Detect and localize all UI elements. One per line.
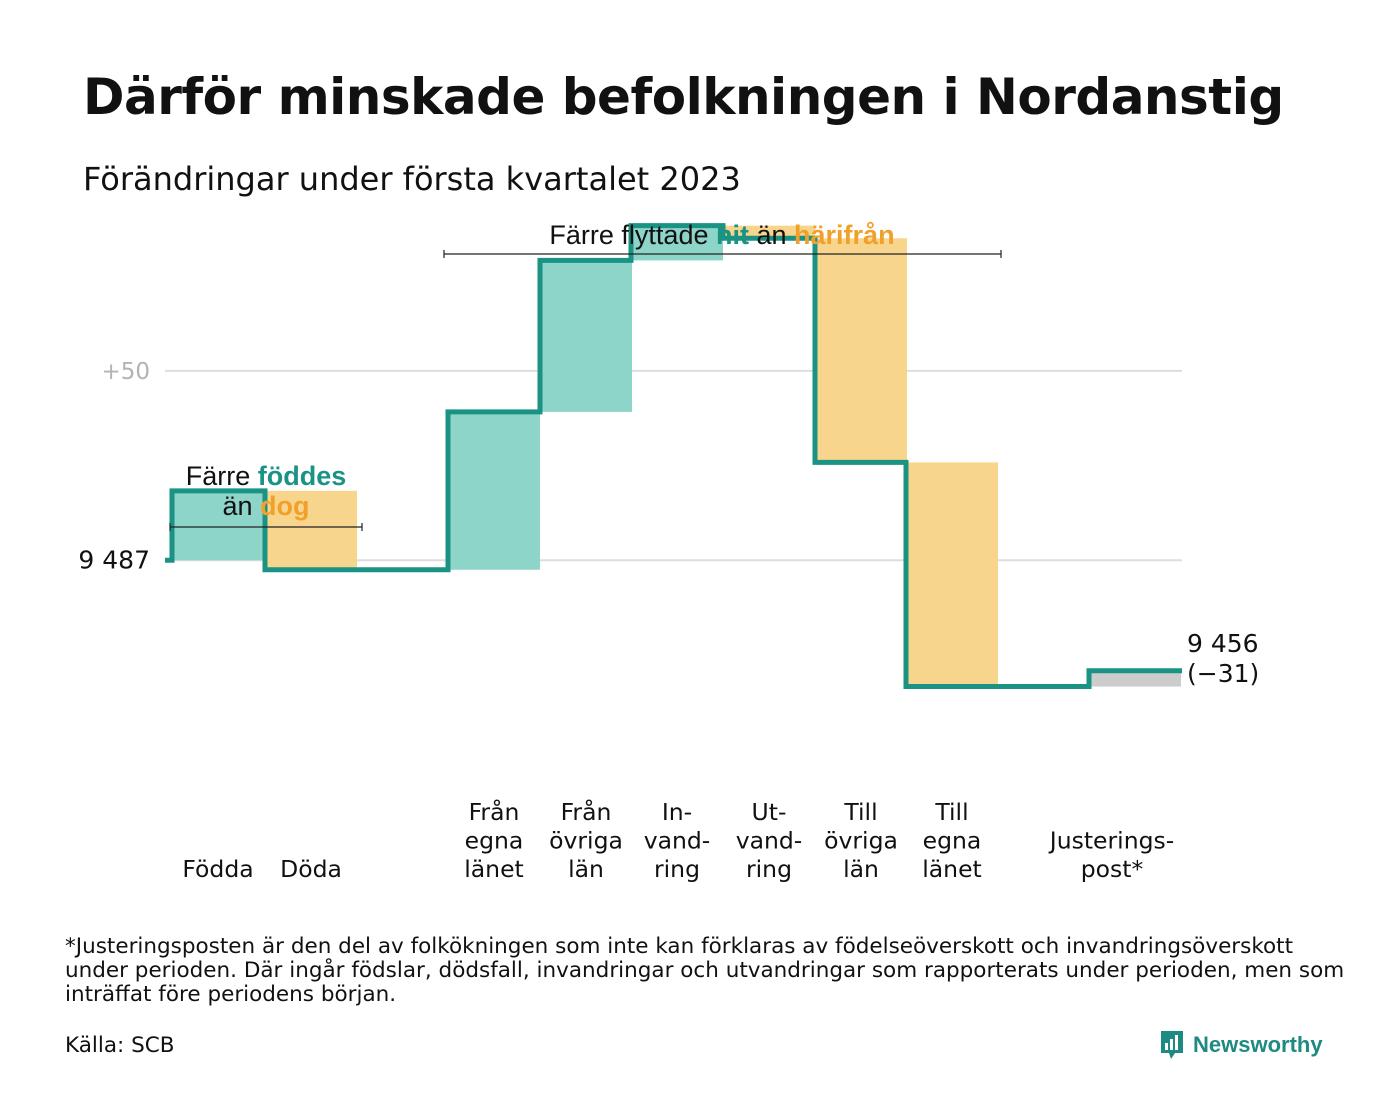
end-value-label: 9 456: [1187, 629, 1259, 658]
bar-fran-egna: [448, 411, 540, 570]
category-label-invandring: In-vand-ring: [644, 798, 711, 883]
chart-subtitle: Förändringar under första kvartalet 2023: [83, 160, 741, 198]
category-label-till-egna: Till egna länet: [922, 798, 982, 883]
newsworthy-logo-icon: [1161, 1031, 1183, 1059]
annotation-migration: Färre flyttade hit än härifrån: [549, 220, 894, 250]
newsworthy-logo-text: Newsworthy: [1193, 1032, 1323, 1057]
bar-doda: [265, 490, 357, 570]
bar-till-ovriga: [815, 238, 907, 463]
category-label-fran-ovriga: Från övriga län: [549, 798, 623, 883]
bar-till-egna: [906, 462, 998, 687]
footnote: *Justeringsposten är den del av folkökni…: [65, 934, 1345, 1007]
category-label-fodda: Födda: [182, 855, 253, 883]
category-label-till-ovriga: Till övriga län: [824, 798, 898, 883]
newsworthy-logo[interactable]: Newsworthy: [1159, 1028, 1323, 1062]
source-label: Källa: SCB: [65, 1033, 175, 1058]
chart-title: Därför minskade befolkningen i Nordansti…: [83, 68, 1284, 126]
start-value-label: 9 487: [78, 545, 150, 574]
end-change-label: (−31): [1187, 659, 1259, 688]
bar-utvandring: [723, 225, 815, 239]
category-label-doda: Döda: [280, 855, 342, 883]
gridline-label-1: +50: [101, 359, 150, 385]
bar-fodda: [172, 490, 264, 561]
category-label-utvandring: Ut-vand-ring: [736, 798, 803, 883]
bar-fran-ovriga: [540, 260, 632, 412]
annotation-births: Färre föddes än dog: [186, 461, 347, 521]
cumulative-step-line: [165, 223, 1182, 690]
bar-justeringspost: [1089, 670, 1181, 687]
category-label-justeringspost: Justerings-post*: [1048, 827, 1174, 884]
category-label-fran-egna: Från egna länet: [464, 798, 524, 883]
